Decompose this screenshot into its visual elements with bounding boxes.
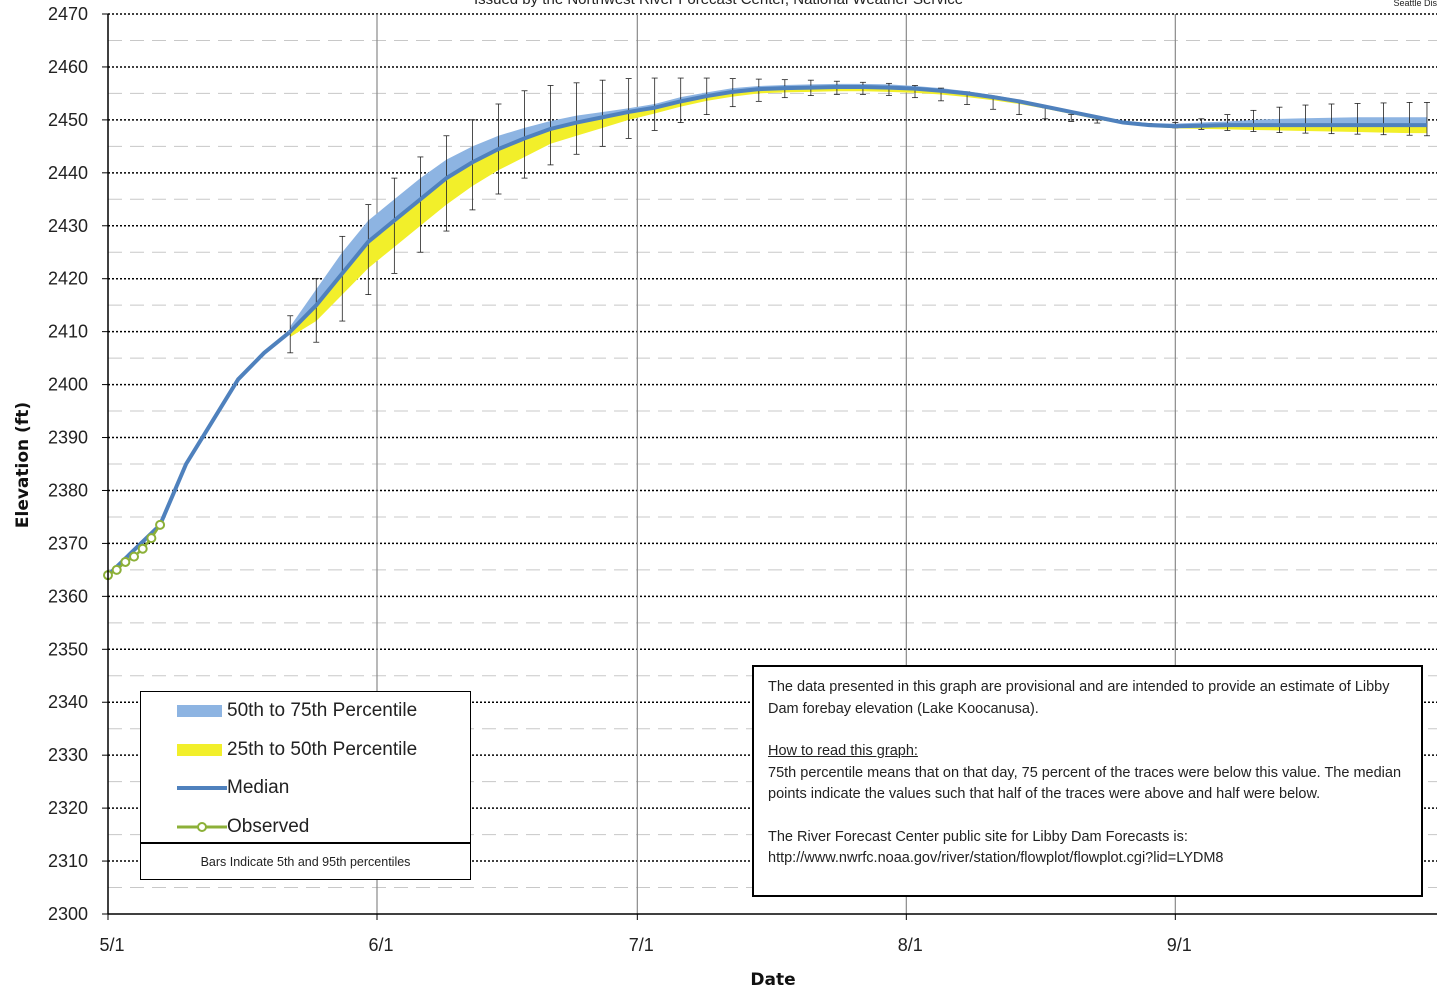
notes-paragraph-site: The River Forecast Center public site fo…: [768, 828, 1188, 845]
y-tick-label: 2360: [48, 586, 88, 606]
notes-paragraph-provisional: The data presented in this graph are pro…: [768, 679, 1390, 717]
x-tick-label: 6/1: [368, 935, 393, 955]
observed-point: [155, 519, 166, 530]
notes-box: The data presented in this graph are pro…: [752, 665, 1423, 897]
y-tick-label: 2390: [48, 428, 88, 448]
band-50-75-percentile: [290, 83, 1427, 332]
observed-point: [129, 551, 140, 562]
legend: 50th to 75th Percentile 25th to 50th Per…: [140, 691, 471, 843]
y-tick-label: 2430: [48, 216, 88, 236]
y-tick-label: 2400: [48, 375, 88, 395]
y-tick-label: 2350: [48, 639, 88, 659]
x-tick-label: 8/1: [898, 935, 923, 955]
observed-point: [120, 556, 131, 567]
legend-item-observed: Observed: [177, 814, 309, 840]
y-axis-title: Elevation (ft): [13, 402, 33, 528]
legend-label-50-75: 50th to 75th Percentile: [227, 700, 418, 721]
median-line: [106, 85, 1427, 577]
legend-item-50-75: 50th to 75th Percentile: [177, 698, 417, 724]
y-tick-label: 2330: [48, 745, 88, 765]
notes-heading: How to read this graph:: [768, 743, 918, 759]
x-axis: 5/1 6/1 7/1 8/1 9/1: [99, 913, 1437, 955]
y-tick-label: 2440: [48, 163, 88, 183]
notes-url: http://www.nwrfc.noaa.gov/river/station/…: [768, 850, 1224, 866]
observed-point: [137, 543, 148, 554]
observed-point: [146, 533, 157, 544]
y-tick-label: 2320: [48, 798, 88, 818]
y-tick-label: 2460: [48, 57, 88, 77]
x-tick-label: 9/1: [1167, 935, 1192, 955]
y-tick-label: 2380: [48, 480, 88, 500]
legend-label-median: Median: [227, 777, 290, 798]
notes-paragraph-how-to-read: 75th percentile means that on that day, …: [768, 764, 1402, 803]
observed-point: [111, 564, 122, 575]
y-tick-label: 2310: [48, 851, 88, 871]
legend-swatch-observed: [177, 822, 227, 832]
legend-label-25-50: 25th to 50th Percentile: [227, 739, 418, 760]
y-tick-label: 2470: [48, 4, 88, 24]
y-tick-label: 2410: [48, 322, 88, 342]
y-axis: 2300 2310 2320 2330 2340 2350 2360 2370 2380 2390…: [48, 4, 109, 924]
y-tick-label: 2420: [48, 269, 88, 289]
x-tick-label: 7/1: [629, 935, 654, 955]
plot-area: [103, 77, 1430, 581]
y-tick-label: 2370: [48, 533, 88, 553]
x-axis-title: Date: [750, 970, 795, 989]
chart-subtitle: Issued by the Northwest River Forecast C…: [0, 0, 1437, 8]
legend-swatch-25-50: [177, 744, 222, 756]
legend-item-25-50: 25th to 50th Percentile: [177, 737, 417, 763]
legend-swatch-median: [177, 786, 227, 790]
y-tick-label: 2450: [48, 110, 88, 130]
y-tick-label: 2300: [48, 904, 88, 924]
legend-swatch-50-75: [177, 705, 222, 717]
y-tick-label: 2340: [48, 692, 88, 712]
corner-label: Seattle Dis: [1393, 0, 1437, 8]
legend-note: Bars Indicate 5th and 95th percentiles: [140, 843, 471, 880]
legend-item-median: Median: [177, 775, 289, 801]
x-tick-label: 5/1: [99, 935, 124, 955]
legend-label-observed: Observed: [227, 816, 310, 837]
